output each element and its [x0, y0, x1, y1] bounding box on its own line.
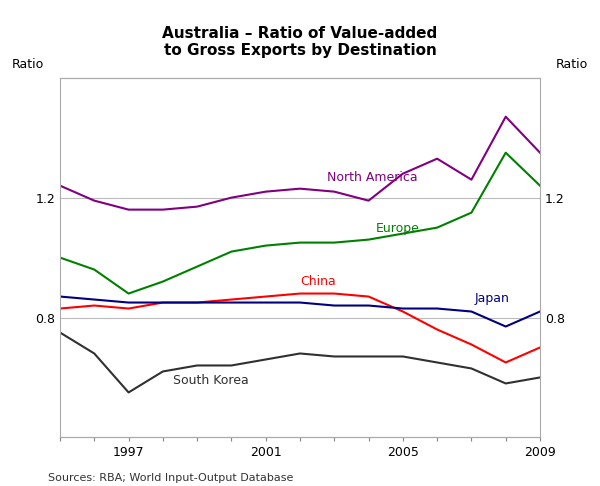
- Text: Ratio: Ratio: [12, 57, 44, 70]
- Text: Sources: RBA; World Input-Output Database: Sources: RBA; World Input-Output Databas…: [48, 473, 293, 483]
- Text: Australia – Ratio of Value-added
to Gross Exports by Destination: Australia – Ratio of Value-added to Gros…: [163, 26, 437, 58]
- Text: North America: North America: [328, 171, 418, 184]
- Text: Japan: Japan: [475, 292, 510, 305]
- Text: Europe: Europe: [376, 222, 419, 235]
- Text: China: China: [300, 275, 336, 288]
- Text: Ratio: Ratio: [556, 57, 588, 70]
- Text: South Korea: South Korea: [173, 374, 249, 387]
